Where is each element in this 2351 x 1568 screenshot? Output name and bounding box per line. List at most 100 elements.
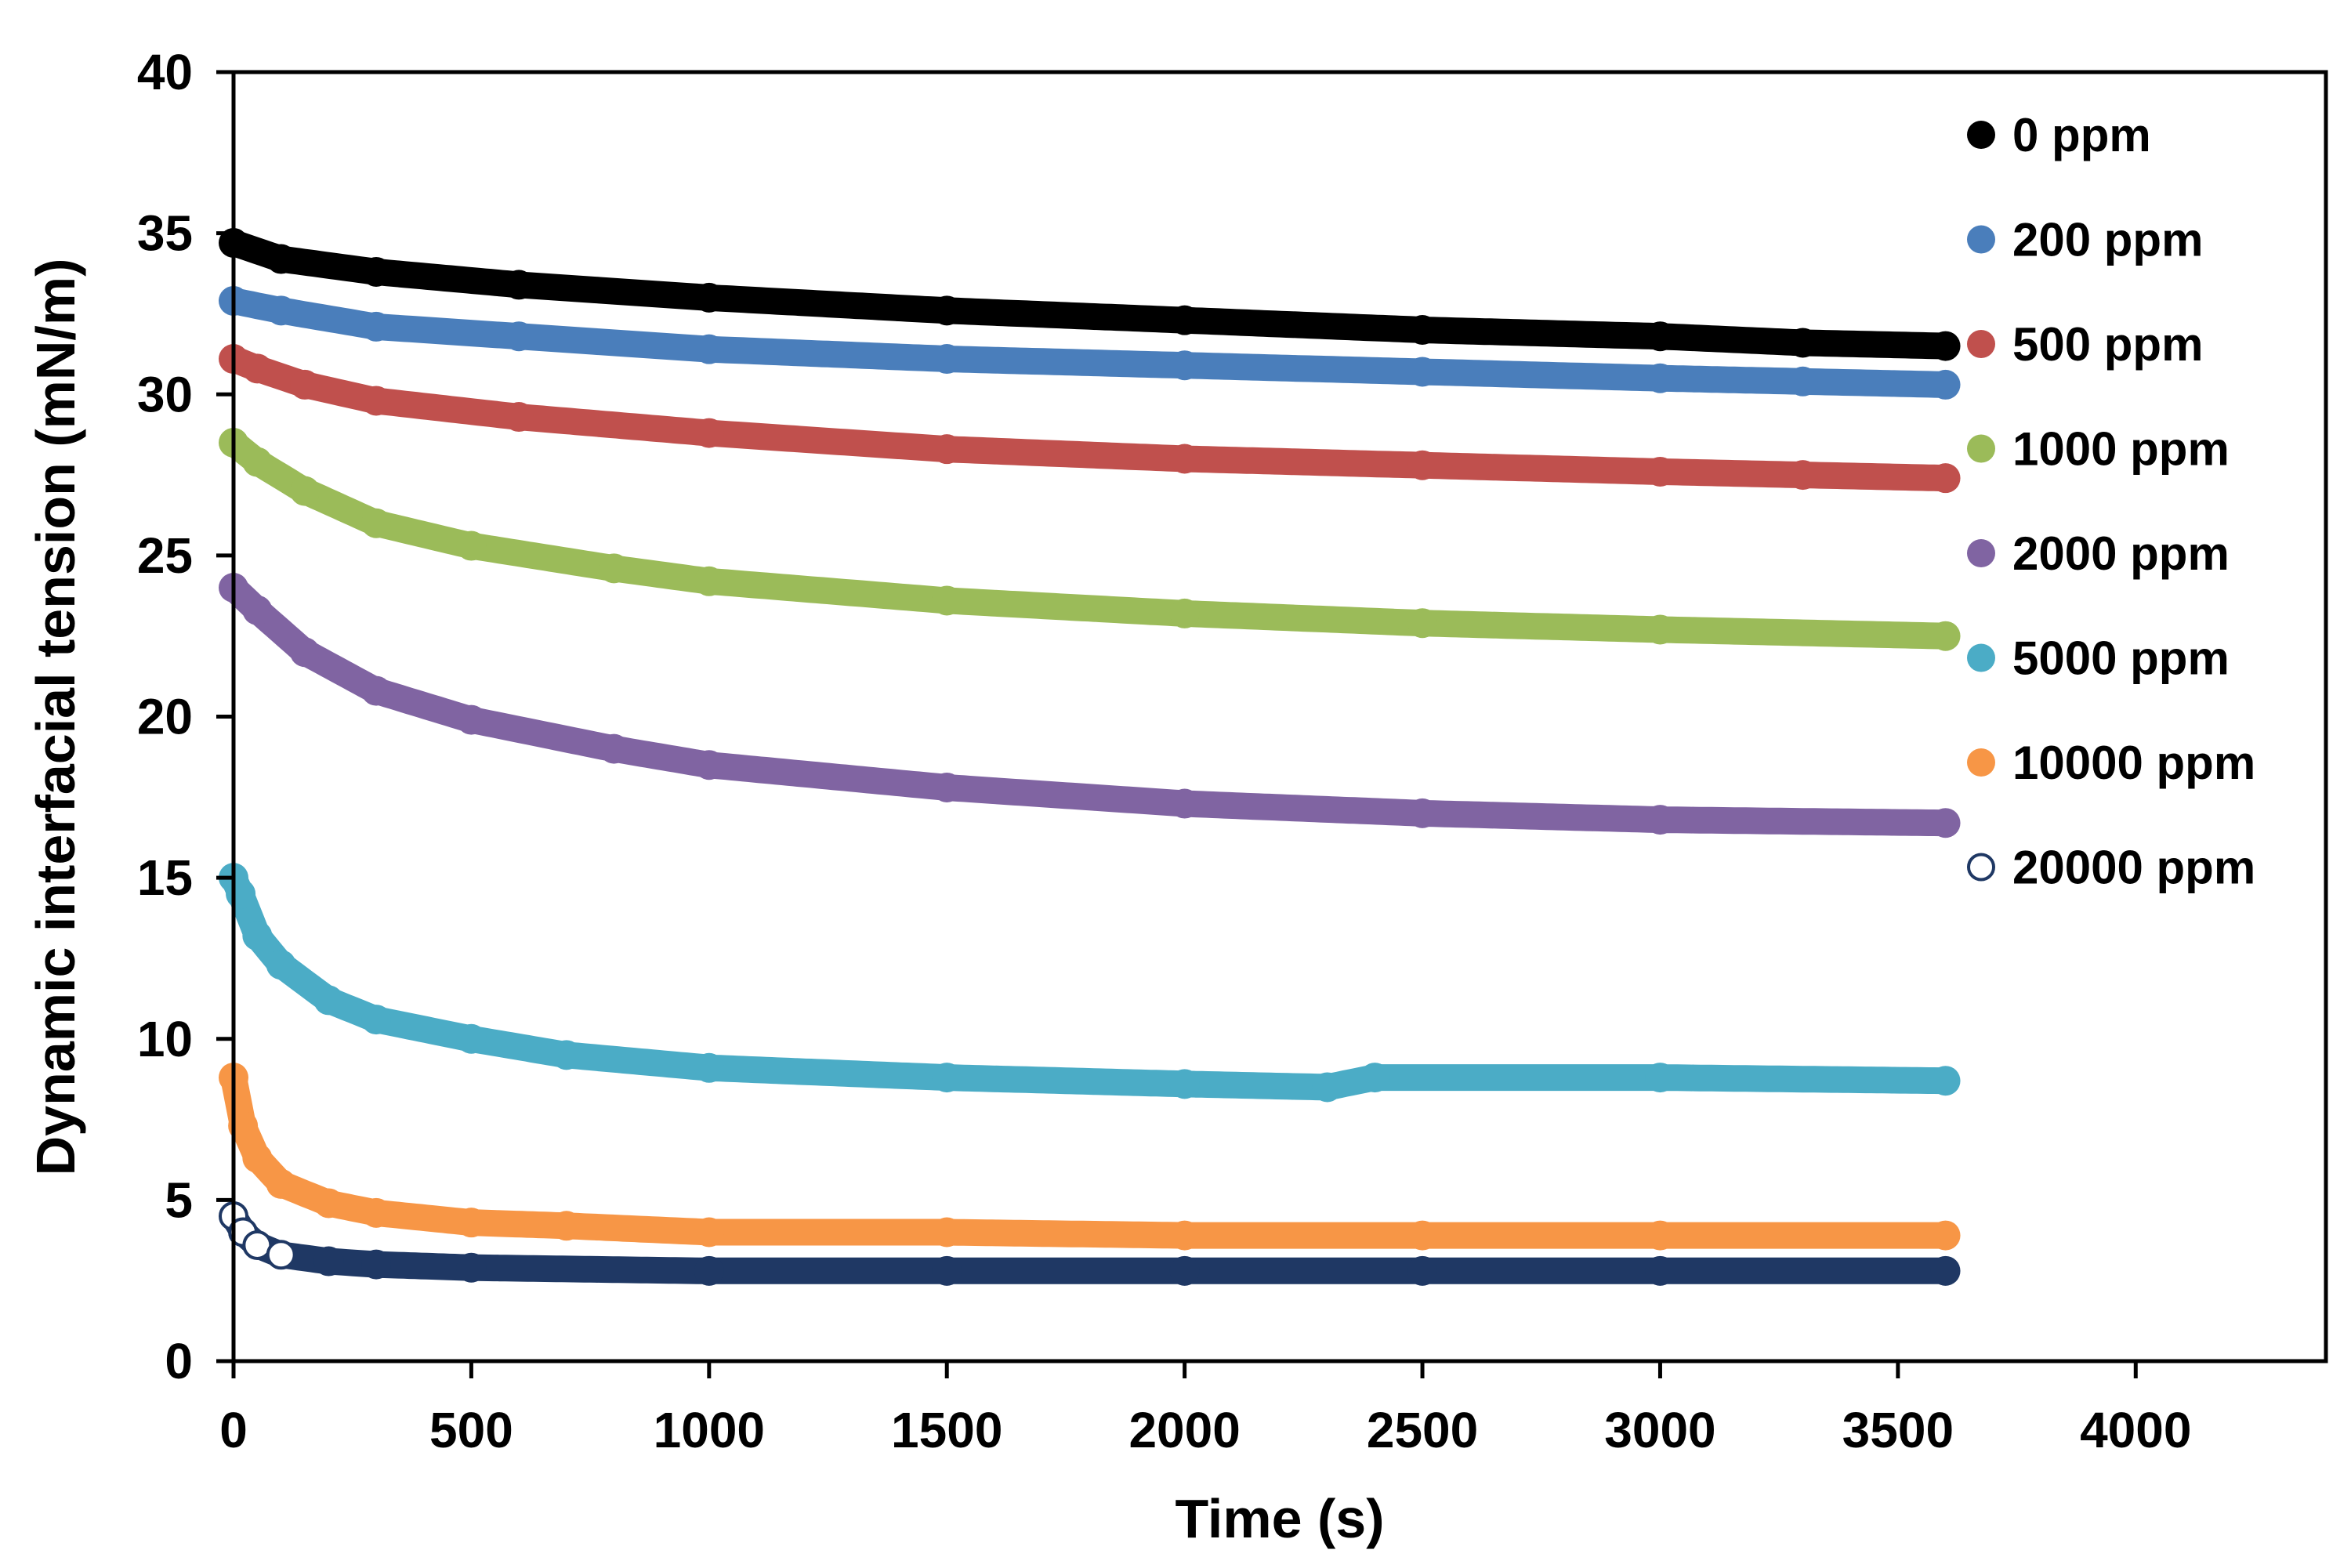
data-point-7-9 [1169, 1255, 1200, 1286]
data-point-1-5 [932, 344, 962, 375]
data-point-2-6 [932, 434, 962, 465]
data-point-5-14 [1930, 1066, 1961, 1096]
data-point-5-1 [226, 878, 256, 909]
data-point-3-11 [1930, 621, 1961, 651]
series-layer [219, 227, 1961, 1286]
data-point-4-6 [694, 750, 724, 780]
data-point-5-13 [1645, 1063, 1675, 1093]
data-point-2-10 [1788, 460, 1818, 491]
data-point-2-11 [1930, 463, 1961, 494]
data-point-2-9 [1645, 456, 1675, 487]
series-2000-ppm [219, 573, 1961, 838]
legend-marker-2 [1967, 330, 1995, 358]
data-point-7-7 [694, 1255, 724, 1286]
data-point-3-5 [599, 553, 629, 584]
data-point-2-1 [242, 353, 273, 384]
legend-marker-3 [1967, 434, 1995, 463]
data-point-0-7 [1407, 315, 1438, 345]
data-point-6-7 [551, 1211, 581, 1241]
legend-item-0-ppm: 0 ppm [1967, 109, 2151, 161]
data-point-6-9 [932, 1217, 962, 1248]
series-10000-ppm [219, 1063, 1961, 1251]
data-point-7-5 [361, 1249, 392, 1280]
data-point-5-2 [242, 921, 273, 951]
x-tick-label-2000: 2000 [1128, 1402, 1240, 1458]
data-point-3-2 [290, 476, 321, 506]
data-point-3-6 [694, 566, 724, 596]
data-point-4-10 [1645, 805, 1675, 835]
data-point-0-6 [1169, 305, 1200, 335]
legend-item-1000-ppm: 1000 ppm [1967, 423, 2230, 476]
data-point-3-9 [1407, 608, 1438, 639]
y-axis-title: Dynamic interfacial tension (mN/m) [25, 259, 86, 1176]
legend-item-500-ppm: 500 ppm [1967, 318, 2203, 371]
series-200-ppm [219, 285, 1961, 400]
x-axis-title: Time (s) [1175, 1488, 1384, 1549]
x-tick-label-500: 500 [429, 1402, 513, 1458]
data-point-0-2 [361, 256, 392, 287]
data-point-6-11 [1407, 1220, 1438, 1251]
legend-label-7: 20000 ppm [2012, 842, 2255, 894]
data-point-7-11 [1645, 1255, 1675, 1286]
axis-layer: 0 500 1000 1500 2000 2500 3000 3500 4000 0 5 10 15 20… [137, 44, 2192, 1458]
data-point-2-2 [290, 369, 321, 400]
legend-item-20000-ppm: 20000 ppm [1967, 842, 2255, 894]
data-point-2-3 [361, 386, 392, 416]
x-tick-label-3000: 3000 [1604, 1402, 1715, 1458]
data-point-6-12 [1645, 1220, 1675, 1251]
y-tick-label-10: 10 [137, 1011, 193, 1067]
data-point-5-9 [932, 1063, 962, 1093]
legend-label-1: 200 ppm [2012, 214, 2203, 266]
data-point-0-4 [694, 282, 724, 313]
data-point-4-2 [290, 637, 321, 668]
data-point-4-4 [456, 704, 487, 735]
data-point-1-10 [1930, 369, 1961, 400]
data-point-5-7 [551, 1040, 581, 1070]
data-point-1-2 [361, 311, 392, 342]
data-point-3-7 [932, 585, 962, 616]
legend-marker-4 [1967, 539, 1995, 567]
data-point-4-11 [1930, 808, 1961, 838]
data-point-7-4 [313, 1246, 344, 1276]
data-point-6-3 [266, 1168, 296, 1199]
legend-label-5: 5000 ppm [2012, 632, 2230, 685]
x-tick-label-0: 0 [219, 1402, 248, 1458]
data-point-2-7 [1169, 444, 1200, 474]
legend-item-5000-ppm: 5000 ppm [1967, 632, 2230, 685]
data-point-5-5 [361, 1005, 392, 1035]
y-tick-label-25: 25 [137, 527, 193, 584]
data-point-6-8 [694, 1217, 724, 1248]
data-point-5-8 [694, 1052, 724, 1083]
y-tick-label-5: 5 [165, 1171, 193, 1228]
series-500-ppm [219, 344, 1961, 494]
y-tick-label-30: 30 [137, 366, 193, 422]
data-point-6-6 [456, 1208, 487, 1238]
data-point-0-9 [1788, 328, 1818, 358]
data-point-3-8 [1169, 598, 1200, 628]
data-point-3-4 [456, 531, 487, 561]
data-point-1-8 [1645, 363, 1675, 393]
data-point-4-5 [599, 733, 629, 764]
data-point-0-5 [932, 295, 962, 326]
data-point-5-6 [456, 1023, 487, 1054]
x-tick-label-2500: 2500 [1367, 1402, 1478, 1458]
data-point-7-8 [932, 1255, 962, 1286]
y-tick-label-20: 20 [137, 689, 193, 745]
data-point-6-2 [242, 1143, 273, 1173]
data-point-5-3 [266, 950, 296, 980]
data-point-5-10 [1169, 1069, 1200, 1099]
legend-marker-6 [1967, 748, 1995, 777]
series-5000-ppm [219, 863, 1961, 1103]
legend: 0 ppm 200 ppm 500 ppm 1000 ppm 2000 ppm 5000 … [1967, 109, 2255, 894]
data-point-0-8 [1645, 321, 1675, 352]
legend-label-3: 1000 ppm [2012, 423, 2230, 476]
data-point-7-12 [1930, 1255, 1961, 1286]
legend-marker-1 [1967, 225, 1995, 254]
data-point-4-1 [242, 595, 273, 625]
data-point-1-7 [1407, 357, 1438, 387]
data-point-5-12 [1360, 1063, 1390, 1093]
x-tick-label-3500: 3500 [1842, 1402, 1954, 1458]
